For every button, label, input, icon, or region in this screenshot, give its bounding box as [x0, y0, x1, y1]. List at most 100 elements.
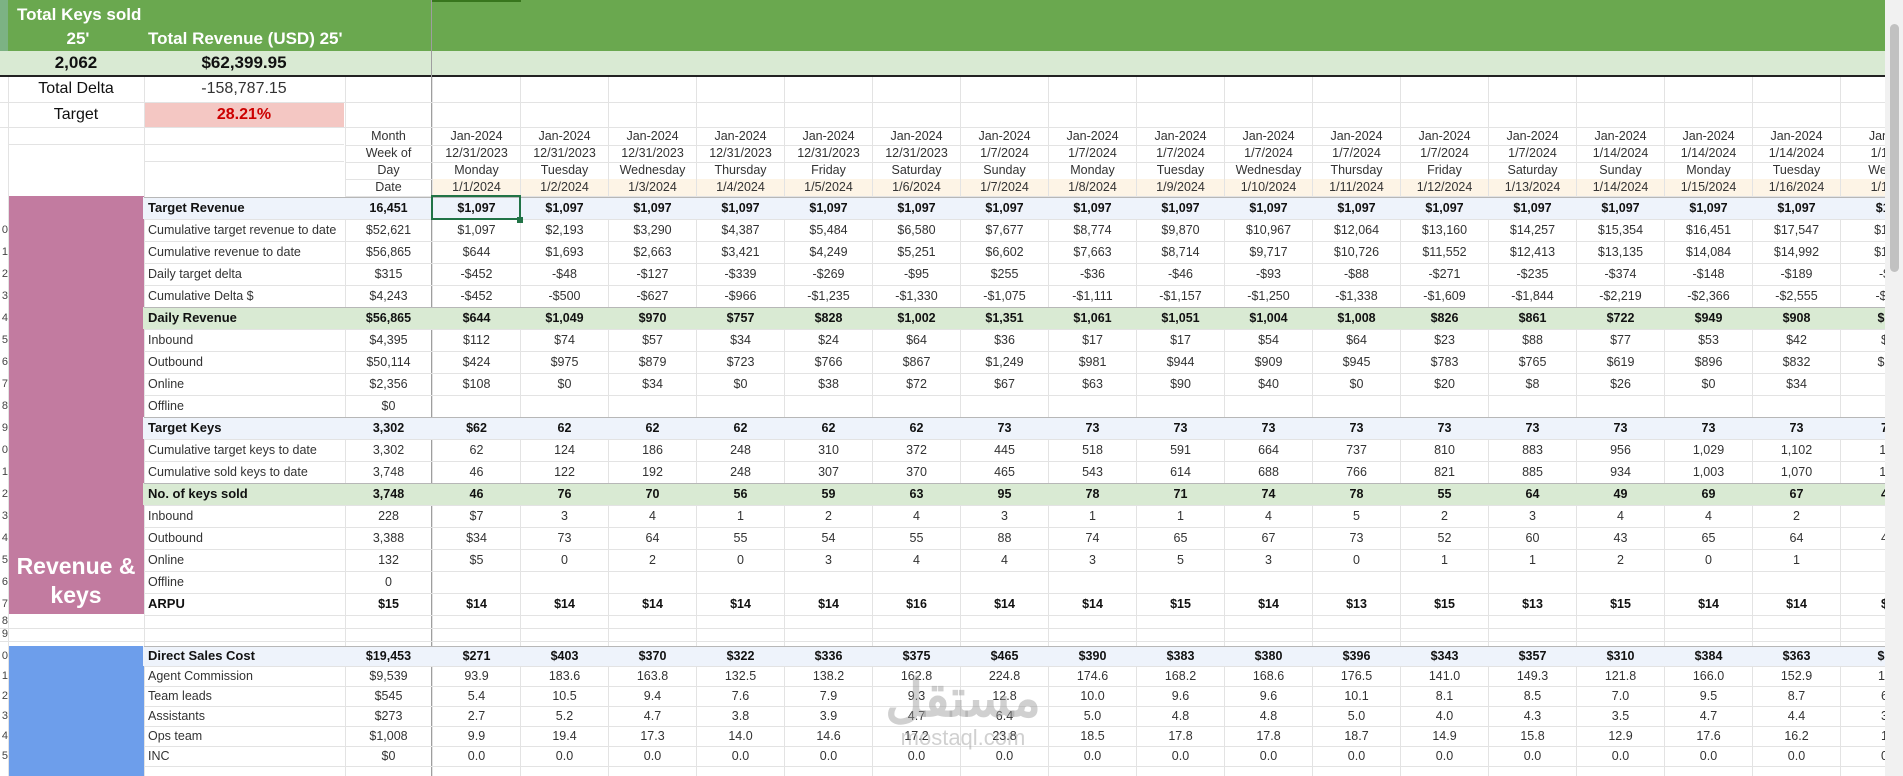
data-cell[interactable]: 65	[1173, 531, 1188, 545]
column-header-month[interactable]: Jan-2024	[1770, 129, 1823, 143]
selected-cell[interactable]	[431, 195, 521, 220]
data-cell[interactable]: 64	[1525, 487, 1540, 501]
data-cell[interactable]: $8,714	[1161, 245, 1200, 259]
data-cell[interactable]: $34	[642, 377, 663, 391]
data-cell[interactable]: 166.0	[1692, 669, 1725, 683]
data-cell[interactable]: $945	[1342, 355, 1371, 369]
row-total[interactable]: $0	[381, 749, 396, 763]
data-cell[interactable]	[1137, 395, 1224, 417]
data-cell[interactable]: 64	[1789, 531, 1804, 545]
data-cell[interactable]: $17	[1170, 333, 1191, 347]
revenue-heading[interactable]: Total Revenue (USD) 25'	[148, 29, 343, 48]
data-cell[interactable]: $722	[1606, 311, 1635, 325]
data-cell[interactable]: $108	[462, 377, 491, 391]
data-cell[interactable]: 0.0	[1259, 749, 1278, 763]
data-cell[interactable]	[961, 395, 1048, 417]
data-cell[interactable]: $1,097	[985, 201, 1024, 215]
data-cell[interactable]: $383	[1166, 649, 1195, 663]
data-cell[interactable]: 124	[554, 443, 575, 457]
column-header-day[interactable]: Saturday	[1507, 163, 1558, 177]
data-cell[interactable]: $7	[469, 509, 484, 523]
data-cell[interactable]	[1049, 571, 1136, 593]
data-cell[interactable]: 14.6	[816, 729, 841, 743]
data-cell[interactable]: 138.2	[812, 669, 845, 683]
data-cell[interactable]: 46	[469, 487, 484, 501]
data-cell[interactable]: 70	[645, 487, 660, 501]
data-cell[interactable]	[1401, 571, 1488, 593]
column-header-day[interactable]: Monday	[1070, 163, 1115, 177]
row-total[interactable]: $4,243	[369, 289, 408, 303]
data-cell[interactable]: 71	[1173, 487, 1188, 501]
data-cell[interactable]: 0.0	[1699, 749, 1718, 763]
data-cell[interactable]: 88	[997, 531, 1012, 545]
data-cell[interactable]: 1	[1089, 509, 1096, 523]
data-cell[interactable]	[697, 395, 784, 417]
data-cell[interactable]: $879	[638, 355, 667, 369]
data-cell[interactable]: $7,663	[1073, 245, 1112, 259]
data-cell[interactable]: $783	[1430, 355, 1459, 369]
data-cell[interactable]: 885	[1522, 465, 1543, 479]
column-header-day[interactable]: Wednesday	[1235, 163, 1302, 177]
data-cell[interactable]: 4	[1841, 483, 1903, 505]
data-cell[interactable]: $723	[726, 355, 755, 369]
data-cell[interactable]	[433, 571, 520, 593]
data-cell[interactable]: 14.0	[728, 729, 753, 743]
column-header-month[interactable]: Jan-2024	[1418, 129, 1471, 143]
data-cell[interactable]: 62	[733, 421, 748, 435]
column-header-day[interactable]: Friday	[811, 163, 846, 177]
data-cell[interactable]	[1401, 395, 1488, 417]
data-cell[interactable]: $7,677	[985, 223, 1024, 237]
data-cell[interactable]: $57	[642, 333, 663, 347]
data-cell[interactable]: 4	[649, 509, 656, 523]
column-header-week[interactable]: 12/31/2023	[533, 146, 596, 160]
data-cell[interactable]: 186	[642, 443, 663, 457]
data-cell[interactable]: $1,097	[1777, 201, 1816, 215]
data-cell[interactable]: $5,484	[809, 223, 848, 237]
row-total[interactable]: 0	[385, 575, 392, 589]
data-cell[interactable]: 62	[909, 421, 924, 435]
data-cell[interactable]: $975	[550, 355, 579, 369]
data-cell[interactable]: 4.7	[1699, 709, 1718, 723]
data-cell[interactable]: -$269	[812, 267, 845, 281]
row-label[interactable]: Outbound	[148, 531, 203, 545]
data-cell[interactable]: $970	[638, 311, 667, 325]
row-total[interactable]: $0	[381, 399, 396, 413]
data-cell[interactable]: 0.0	[643, 749, 662, 763]
column-header-date[interactable]: 1/4/2024	[697, 179, 784, 196]
data-cell[interactable]: 73	[1789, 421, 1804, 435]
scrollbar-thumb[interactable]	[1890, 24, 1899, 272]
data-cell[interactable]: $1,097	[897, 201, 936, 215]
data-cell[interactable]: 0.0	[1435, 749, 1454, 763]
column-header-month[interactable]: Jan-2024	[890, 129, 943, 143]
row-label[interactable]: Cumulative target keys to date	[148, 443, 317, 457]
data-cell[interactable]: $357	[1518, 649, 1547, 663]
data-cell[interactable]: -$966	[724, 289, 757, 303]
data-cell[interactable]: 65	[1701, 531, 1716, 545]
data-cell[interactable]: 0.0	[731, 749, 750, 763]
data-cell[interactable]: 9.5	[1699, 689, 1718, 703]
column-header-month[interactable]: Jan-2024	[626, 129, 679, 143]
column-header-week[interactable]: 1/7/2024	[1508, 146, 1557, 160]
data-cell[interactable]: $8,774	[1073, 223, 1112, 237]
data-cell[interactable]: $74	[554, 333, 575, 347]
data-cell[interactable]: $1,097	[1337, 201, 1376, 215]
column-header-week[interactable]: 1/14/2024	[1592, 146, 1649, 160]
row-total[interactable]: $545	[374, 689, 403, 703]
data-cell[interactable]: $67	[994, 377, 1015, 391]
data-cell[interactable]: 821	[1434, 465, 1455, 479]
data-cell[interactable]	[1049, 395, 1136, 417]
column-header-week[interactable]: 12/31/2023	[709, 146, 772, 160]
keys-sold-heading[interactable]: Total Keys sold	[17, 5, 142, 24]
data-cell[interactable]: 4.7	[643, 709, 662, 723]
data-cell[interactable]: 9.6	[1171, 689, 1190, 703]
data-cell[interactable]: $14,257	[1509, 223, 1556, 237]
row-total[interactable]: 3,302	[372, 421, 405, 435]
data-cell[interactable]: 62	[557, 421, 572, 435]
data-cell[interactable]: -$1,111	[1072, 289, 1113, 303]
data-cell[interactable]: 2	[1793, 509, 1800, 523]
data-cell[interactable]: 0.0	[907, 749, 926, 763]
column-header-date[interactable]: 1/5/2024	[785, 179, 872, 196]
selection-fill-handle[interactable]	[517, 217, 523, 223]
data-cell[interactable]: 59	[821, 487, 836, 501]
data-cell[interactable]: 67	[1261, 531, 1276, 545]
